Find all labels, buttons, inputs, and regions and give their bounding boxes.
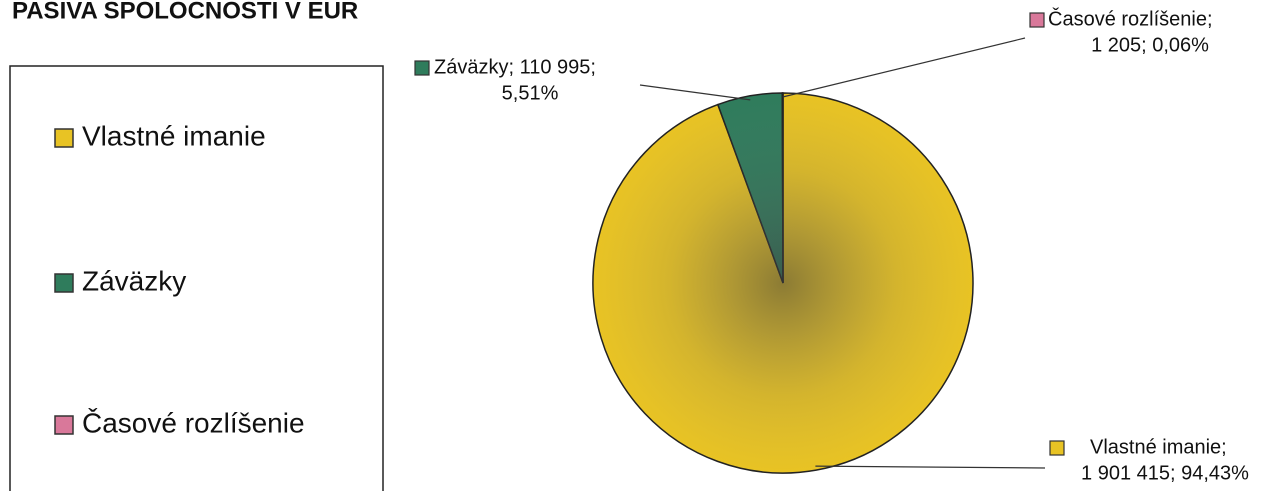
legend-swatch: [54, 273, 74, 293]
data-label: 1 901 415; 94,43%: [1081, 462, 1249, 484]
leader-line: [639, 84, 751, 101]
chart-title: PASIVA SPOLOCNOSTI V EUR: [12, 0, 358, 24]
legend-label: Časové rozlíšenie: [82, 407, 305, 438]
data-label: 5,51%: [502, 82, 559, 104]
leader-line: [815, 465, 1046, 469]
label-icon: [1049, 440, 1065, 456]
data-label: Záväzky; 110 995;: [434, 56, 596, 78]
data-label: 1 205; 0,06%: [1091, 34, 1209, 56]
legend-label: Záväzky: [82, 265, 186, 296]
label-icon: [414, 60, 430, 76]
legend-label: Vlastné imanie: [82, 120, 266, 151]
data-label: Časové rozlíšenie;: [1048, 7, 1213, 30]
legend-swatch: [54, 128, 74, 148]
legend-swatch: [54, 415, 74, 435]
data-label: Vlastné imanie;: [1090, 436, 1227, 458]
label-icon: [1029, 12, 1045, 28]
pie-slice: [781, 92, 784, 284]
leader-line: [782, 37, 1026, 98]
legend-box: [9, 65, 384, 491]
